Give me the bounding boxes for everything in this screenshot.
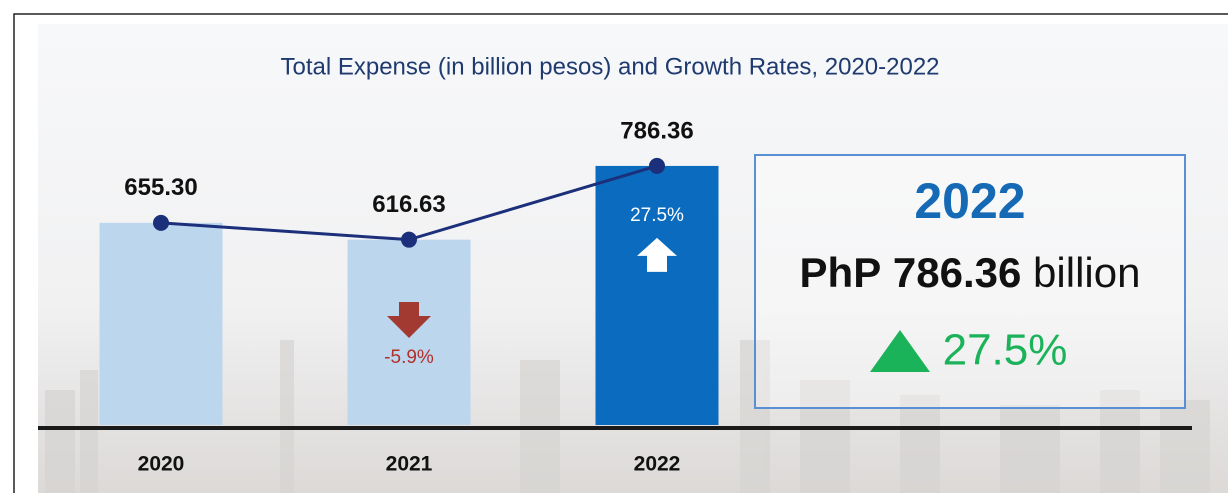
frame [13,13,1228,493]
highlight-amount: PhP 786.36 billion [800,249,1141,296]
highlight-growth: 27.5% [943,326,1068,375]
trend-point [153,214,169,231]
trend-point [401,231,417,248]
value-label: 655.30 [124,174,197,201]
x-tick-label: 2021 [386,453,433,476]
growth-label: -5.9% [384,347,434,368]
x-tick-label: 2022 [634,453,681,476]
highlight-year: 2022 [914,173,1025,229]
value-label: 786.36 [620,117,693,144]
growth-arrow [387,302,431,338]
bar [595,165,719,425]
trend-point [649,157,665,174]
highlight-currency: PhP [800,249,882,296]
highlight-value: 786.36 [893,249,1021,296]
up-triangle [870,330,930,372]
x-tick-label: 2020 [138,453,185,476]
bar [99,222,223,425]
value-label: 616.63 [372,191,445,218]
chart-title: Total Expense (in billion pesos) and Gro… [280,53,939,80]
growth-arrow [637,237,677,272]
highlight-unit: billion [1033,249,1140,296]
growth-label: 27.5% [630,205,684,226]
highlight-box [754,154,1186,409]
